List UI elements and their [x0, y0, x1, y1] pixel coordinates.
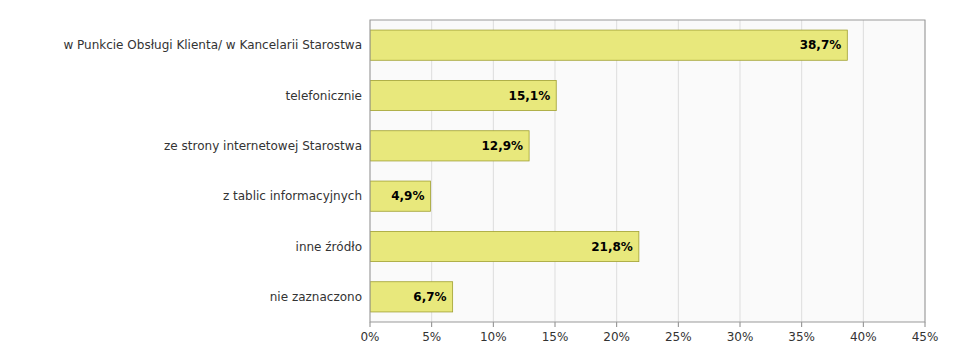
grid-line	[555, 20, 556, 322]
bar	[370, 282, 453, 312]
x-axis: 0% 5% 10% 15% 20% 25% 30% 35% 40% 45%	[360, 322, 938, 344]
grid-line	[493, 20, 494, 322]
data-label: 4,9%	[391, 189, 424, 203]
grid	[370, 20, 925, 322]
x-tick-label: 25%	[665, 330, 692, 344]
x-tick-label: 35%	[788, 330, 815, 344]
x-tick	[863, 322, 864, 327]
x-tick-label: 15%	[542, 330, 569, 344]
x-tick	[801, 322, 802, 327]
x-tick-label: 0%	[360, 330, 379, 344]
y-tick-label: telefonicznie	[285, 89, 362, 103]
data-label: 12,9%	[481, 139, 523, 153]
data-label: 21,8%	[591, 240, 633, 254]
bars	[370, 30, 847, 312]
data-labels: 38,7% 15,1% 12,9% 4,9% 21,8% 6,7%	[391, 38, 841, 304]
x-tick-label: 5%	[422, 330, 441, 344]
x-tick-label: 45%	[912, 330, 939, 344]
x-tick	[431, 322, 432, 327]
x-tick-label: 10%	[480, 330, 507, 344]
y-axis: w Punkcie Obsługi Klienta/ w Kancelarii …	[63, 38, 362, 304]
plot-area	[370, 20, 925, 322]
x-tick	[678, 322, 679, 327]
x-tick	[555, 322, 556, 327]
data-label: 6,7%	[413, 290, 446, 304]
bar	[370, 80, 556, 110]
x-tick-label: 20%	[603, 330, 630, 344]
grid-line	[678, 20, 679, 322]
y-tick-label: nie zaznaczono	[270, 290, 362, 304]
bar	[370, 181, 430, 211]
x-tick	[740, 322, 741, 327]
y-tick-label: w Punkcie Obsługi Klienta/ w Kancelarii …	[63, 38, 362, 52]
data-label: 15,1%	[509, 89, 551, 103]
grid-line	[431, 20, 432, 322]
y-tick-label: z tablic informacyjnych	[223, 189, 362, 203]
y-tick-label: ze strony internetowej Starostwa	[164, 139, 362, 153]
y-tick-label: inne źródło	[296, 240, 362, 254]
grid-line	[863, 20, 864, 322]
x-tick	[370, 322, 371, 327]
chart: 0% 5% 10% 15% 20% 25% 30% 35% 40% 45% w Punkcie Ob…	[0, 0, 955, 362]
x-tick	[493, 322, 494, 327]
bar	[370, 231, 639, 261]
grid-line	[616, 20, 617, 322]
x-tick-label: 30%	[727, 330, 754, 344]
bar	[370, 131, 529, 161]
bar	[370, 30, 847, 60]
x-tick-label: 40%	[850, 330, 877, 344]
plot-frame	[370, 20, 925, 322]
x-tick	[616, 322, 617, 327]
x-tick	[925, 322, 926, 327]
data-label: 38,7%	[800, 38, 842, 52]
grid-line	[740, 20, 741, 322]
chart-container: 0% 5% 10% 15% 20% 25% 30% 35% 40% 45% w Punkcie Ob…	[0, 0, 955, 362]
grid-line	[801, 20, 802, 322]
